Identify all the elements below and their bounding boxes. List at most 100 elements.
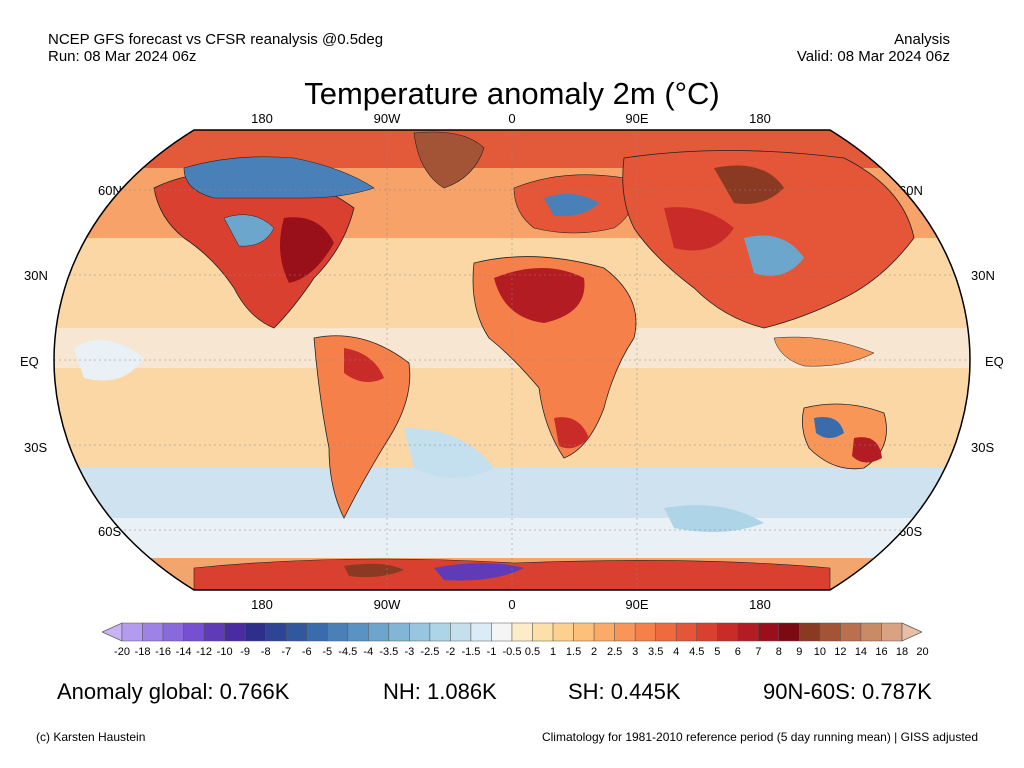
lat-label-left: 60S [98, 524, 122, 539]
colorbar-tick-label: -10 [216, 646, 233, 658]
copyright: (c) Karsten Haustein [36, 730, 146, 744]
colorbar-swatch [368, 622, 390, 642]
colorbar-tick-label: -5 [322, 646, 333, 658]
colorbar-tick-label: 10 [813, 646, 827, 658]
colorbar-tick-label: -12 [196, 646, 213, 658]
colorbar-swatches [101, 622, 923, 642]
colorbar-tick-label: 2 [591, 646, 598, 658]
colorbar-tick-label: 20 [916, 646, 929, 658]
colorbar-swatch [840, 622, 862, 642]
colorbar-swatch [552, 622, 574, 642]
lon-label-top: 180 [251, 111, 273, 126]
colorbar-tick-label: -1.5 [461, 646, 481, 658]
colorbar-swatch [675, 622, 697, 642]
colorbar-swatch [265, 622, 287, 642]
lat-label-left: EQ [20, 354, 39, 369]
colorbar-tick-label: 14 [854, 646, 868, 658]
colorbar-swatch [511, 622, 533, 642]
colorbar-tick-label: -1 [486, 646, 497, 658]
lat-label-right: EQ [985, 354, 1004, 369]
colorbar-tick-label: 3.5 [648, 646, 664, 658]
lon-label-bottom: 0 [508, 597, 516, 612]
colorbar-tick-label: 5 [714, 646, 721, 658]
colorbar-tick-label: 18 [895, 646, 909, 658]
climatology-note: Climatology for 1981-2010 reference peri… [541, 730, 978, 744]
colorbar-swatch [634, 622, 656, 642]
colorbar-swatch [450, 622, 472, 642]
colorbar-swatch [327, 622, 349, 642]
colorbar-swatch [881, 622, 903, 642]
lon-label-bottom: 180 [251, 597, 273, 612]
colorbar-tick-label: 4 [673, 646, 680, 658]
colorbar-tick-label: 6 [734, 646, 741, 658]
colorbar-tick-label: 2.5 [606, 646, 623, 658]
lon-label-top: 90W [373, 111, 401, 126]
colorbar-swatch [409, 622, 431, 642]
colorbar-tick-label: -18 [134, 646, 151, 658]
colorbar-swatch [860, 622, 882, 642]
colorbar-swatch [491, 622, 513, 642]
colorbar-tick-label: -4 [363, 646, 374, 658]
colorbar-tick-label: 12 [834, 646, 847, 658]
colorbar-tick-label: 0.5 [524, 646, 541, 658]
valid-time: Valid: 08 Mar 2024 06z [796, 48, 950, 65]
colorbar-tick-label: -4.5 [338, 646, 358, 658]
colorbar-tick-label: -2.5 [420, 646, 440, 658]
lon-label-bottom: 90W [373, 597, 401, 612]
lat-label-left: 60N [98, 183, 122, 198]
colorbar-swatch [593, 622, 615, 642]
graticule [54, 130, 970, 590]
colorbar-swatch [532, 622, 554, 642]
analysis-label: Analysis [894, 31, 950, 48]
colorbar-tick-label: 1 [549, 646, 557, 658]
sh-anomaly: SH: 0.445K [568, 679, 681, 704]
model-description: NCEP GFS forecast vs CFSR reanalysis @0.… [48, 31, 384, 48]
colorbar-tick-label: 9 [796, 646, 803, 658]
colorbar-swatch [470, 622, 492, 642]
colorbar-swatch [285, 622, 307, 642]
colorbar-swatch [573, 622, 595, 642]
lon-label-top: 90E [625, 111, 649, 126]
page-title: Temperature anomaly 2m (°C) [304, 76, 720, 111]
colorbar-swatch [799, 622, 821, 642]
colorbar-swatch [203, 622, 225, 642]
colorbar-ticks: -20 -18 -16 -14 -12 -10 -9 -8 -7 -6 -5 -4.5 -4 -3.5 -3… [102, 646, 929, 660]
colorbar-swatch [717, 622, 739, 642]
lat-label-right: 30N [971, 268, 995, 283]
colorbar-swatch [162, 622, 184, 642]
colorbar-tick-label: 3 [632, 646, 639, 658]
colorbar-tick-label: 16 [875, 646, 888, 658]
colorbar-swatch [388, 622, 410, 642]
colorbar-tick-label: -20 [114, 646, 130, 658]
lat-label-left: 30S [24, 440, 48, 455]
colorbar-swatch [758, 622, 780, 642]
run-time: Run: 08 Mar 2024 06z [48, 48, 197, 65]
colorbar-tick-label: -16 [155, 646, 171, 658]
colorbar-swatch [737, 622, 759, 642]
lat-label-left: 30N [24, 268, 48, 283]
colorbar-tick-label: -7 [281, 646, 292, 658]
lon-label-bottom: 90E [625, 597, 649, 612]
colorbar-swatch [696, 622, 718, 642]
colorbar-swatch [224, 622, 246, 642]
lon-label-bottom: 180 [749, 597, 771, 612]
anomaly-map [53, 129, 971, 591]
lon-label-top: 180 [749, 111, 771, 126]
colorbar-swatch [183, 622, 205, 642]
colorbar-tick-label: 4.5 [689, 646, 705, 658]
global-anomaly: Anomaly global: 0.766K [57, 679, 290, 704]
colorbar-arrow-low [101, 622, 123, 642]
colorbar-arrow-high [901, 622, 923, 642]
colorbar-tick-label: 1.5 [565, 646, 582, 658]
colorbar-swatch [614, 622, 636, 642]
nh-anomaly: NH: 1.086K [383, 679, 497, 704]
colorbar-tick-label: -0.5 [502, 646, 522, 658]
colorbar-tick-label: -9 [240, 646, 251, 658]
colorbar-tick-label: -8 [260, 646, 271, 658]
colorbar-swatch [121, 622, 143, 642]
colorbar-tick-label: -2 [445, 646, 456, 658]
colorbar-swatch [819, 622, 841, 642]
colorbar-swatch [306, 622, 328, 642]
colorbar-tick-label: 7 [755, 646, 762, 658]
colorbar-tick-label: -3 [404, 646, 415, 658]
